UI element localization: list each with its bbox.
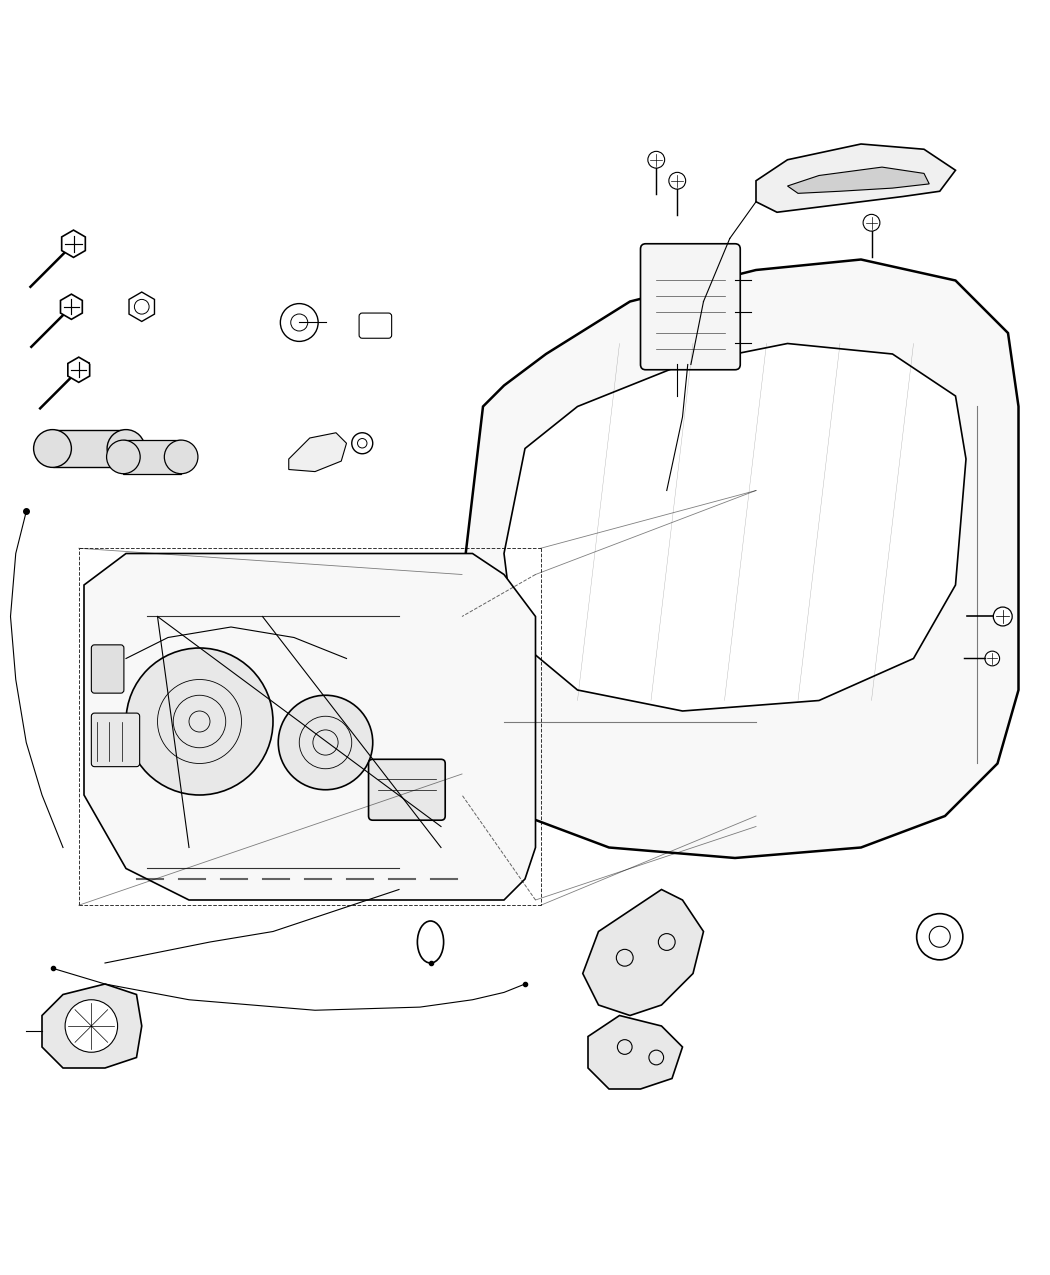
Polygon shape xyxy=(42,984,142,1068)
FancyBboxPatch shape xyxy=(91,645,124,694)
Circle shape xyxy=(126,648,273,796)
Circle shape xyxy=(65,1000,118,1052)
Circle shape xyxy=(107,440,141,474)
Circle shape xyxy=(669,172,686,189)
Circle shape xyxy=(164,440,197,474)
Polygon shape xyxy=(129,292,154,321)
Polygon shape xyxy=(588,1015,682,1089)
FancyBboxPatch shape xyxy=(91,713,140,766)
Polygon shape xyxy=(504,343,966,711)
Polygon shape xyxy=(84,553,536,900)
Ellipse shape xyxy=(418,921,443,963)
Polygon shape xyxy=(52,430,126,468)
FancyBboxPatch shape xyxy=(640,244,740,370)
Circle shape xyxy=(278,695,373,789)
Polygon shape xyxy=(462,260,1018,858)
Polygon shape xyxy=(289,432,346,472)
Circle shape xyxy=(352,432,373,454)
FancyBboxPatch shape xyxy=(369,760,445,820)
Circle shape xyxy=(993,607,1012,626)
Polygon shape xyxy=(124,440,181,474)
Circle shape xyxy=(917,914,963,960)
Circle shape xyxy=(648,152,665,168)
Polygon shape xyxy=(68,357,89,382)
Polygon shape xyxy=(62,230,85,258)
FancyBboxPatch shape xyxy=(359,314,392,338)
Polygon shape xyxy=(61,295,82,319)
Circle shape xyxy=(34,430,71,468)
Polygon shape xyxy=(583,890,704,1015)
Circle shape xyxy=(985,652,1000,666)
Circle shape xyxy=(107,430,145,468)
Polygon shape xyxy=(756,144,956,212)
Circle shape xyxy=(280,303,318,342)
Polygon shape xyxy=(788,167,929,194)
Circle shape xyxy=(863,214,880,231)
